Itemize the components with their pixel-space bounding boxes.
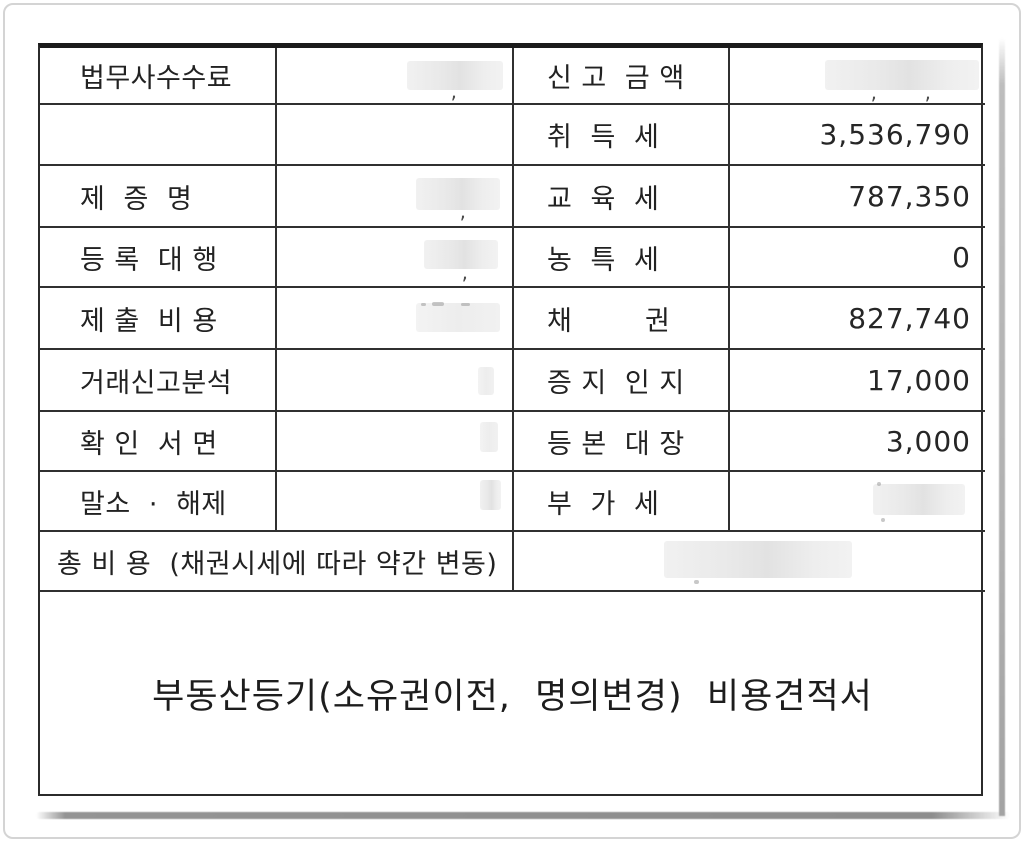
stamp-duty-value: 17,000 xyxy=(867,363,971,397)
redaction-comma: , xyxy=(924,80,931,104)
special-rural-tax-label: 농 특 세 xyxy=(547,244,660,276)
submission-cost-label: 제 출 비 용 xyxy=(80,305,218,337)
row-cancellation-release-value-cell xyxy=(277,472,514,532)
row-confirmation-document-label-cell: 확 인 서 면 xyxy=(40,412,277,472)
document-title: 부동산등기(소유권이전, 명의변경) 비용견적서 xyxy=(152,676,873,717)
row-certificates-label-cell: 제 증 명 xyxy=(40,166,277,228)
redacted-value xyxy=(424,240,498,269)
acquisition-tax-value: 3,536,790 xyxy=(819,118,971,151)
row-special-rural-tax-label-cell: 농 특 세 xyxy=(514,228,730,288)
redaction-comma: , xyxy=(870,80,877,104)
bond-value: 827,740 xyxy=(848,301,971,335)
register-ledger-label: 등 본 대 장 xyxy=(547,428,685,460)
row-acquisition-tax-label-cell: 취 득 세 xyxy=(514,105,730,166)
redacted-value xyxy=(480,480,501,510)
sheet-shadow-right xyxy=(999,38,1005,816)
row-vat-label-cell: 부 가 세 xyxy=(514,472,730,532)
declared-amount-label: 신 고 금 액 xyxy=(547,63,685,94)
row-education-tax-value-cell: 787,350 xyxy=(730,166,985,228)
redaction-speck xyxy=(432,302,444,306)
row-submission-cost-value-cell xyxy=(277,288,514,350)
redacted-value xyxy=(480,422,498,452)
row-legal-fee-value-cell: , xyxy=(277,48,514,105)
stamp-duty-label: 증 지 인 지 xyxy=(547,367,685,399)
row-legal-fee-label-cell: 법무사수수료 xyxy=(40,48,277,105)
document-title-cell: 부동산등기(소유권이전, 명의변경) 비용견적서 xyxy=(40,592,985,794)
row-vat-value-cell xyxy=(730,472,985,532)
cancellation-release-label: 말소 · 해제 xyxy=(80,488,227,520)
cost-estimate-table: 법무사수수료 , 신 고 금 액 , , 취 득 세 3,536,790 제 증… xyxy=(38,43,985,796)
certificates-label: 제 증 명 xyxy=(80,183,193,215)
redacted-value xyxy=(407,61,503,90)
redaction-comma: , xyxy=(461,260,468,284)
transaction-report-label: 거래신고분석 xyxy=(80,367,233,399)
row-empty-value-cell xyxy=(277,105,514,166)
row-cancellation-release-label-cell: 말소 · 해제 xyxy=(40,472,277,532)
row-confirmation-document-value-cell xyxy=(277,412,514,472)
redaction-comma: , xyxy=(459,199,466,223)
row-declared-amount-label-cell: 신 고 금 액 xyxy=(514,48,730,105)
row-education-tax-label-cell: 교 육 세 xyxy=(514,166,730,228)
legal-fee-label: 법무사수수료 xyxy=(80,63,233,94)
total-cost-value-cell xyxy=(514,532,985,592)
register-ledger-value: 3,000 xyxy=(885,424,971,458)
redacted-value xyxy=(416,178,500,210)
total-cost-label: 총 비 용 (채권시세에 따라 약간 변동) xyxy=(57,548,498,580)
bond-label: 채 권 xyxy=(547,305,671,337)
redaction-speck xyxy=(694,580,699,584)
row-register-ledger-label-cell: 등 본 대 장 xyxy=(514,412,730,472)
redacted-value xyxy=(478,367,494,395)
row-special-rural-tax-value-cell: 0 xyxy=(730,228,985,288)
row-certificates-value-cell: , xyxy=(277,166,514,228)
row-registration-agency-label-cell: 등 록 대 행 xyxy=(40,228,277,288)
education-tax-label: 교 육 세 xyxy=(547,183,660,215)
redaction-speck xyxy=(421,303,426,306)
row-acquisition-tax-value-cell: 3,536,790 xyxy=(730,105,985,166)
redacted-value xyxy=(873,484,965,515)
redaction-speck xyxy=(461,303,470,306)
row-stamp-duty-label-cell: 증 지 인 지 xyxy=(514,350,730,412)
education-tax-value: 787,350 xyxy=(848,179,971,213)
row-register-ledger-value-cell: 3,000 xyxy=(730,412,985,472)
redacted-value xyxy=(825,60,979,90)
sheet-shadow-bottom xyxy=(36,812,1010,819)
row-transaction-report-label-cell: 거래신고분석 xyxy=(40,350,277,412)
redaction-speck xyxy=(877,482,881,486)
acquisition-tax-label: 취 득 세 xyxy=(547,122,660,153)
redaction-comma: , xyxy=(450,79,457,103)
row-bond-label-cell: 채 권 xyxy=(514,288,730,350)
row-transaction-report-value-cell xyxy=(277,350,514,412)
redacted-value xyxy=(416,303,500,332)
row-empty-label-cell xyxy=(40,105,277,166)
row-submission-cost-label-cell: 제 출 비 용 xyxy=(40,288,277,350)
vat-label: 부 가 세 xyxy=(547,488,660,520)
total-cost-label-cell: 총 비 용 (채권시세에 따라 약간 변동) xyxy=(40,532,514,592)
redaction-speck xyxy=(881,518,885,522)
row-registration-agency-value-cell: , xyxy=(277,228,514,288)
special-rural-tax-value: 0 xyxy=(952,240,971,274)
confirmation-document-label: 확 인 서 면 xyxy=(80,428,218,460)
registration-agency-label: 등 록 대 행 xyxy=(80,244,218,276)
row-declared-amount-value-cell: , , xyxy=(730,48,985,105)
row-bond-value-cell: 827,740 xyxy=(730,288,985,350)
row-stamp-duty-value-cell: 17,000 xyxy=(730,350,985,412)
redacted-value xyxy=(664,541,852,578)
